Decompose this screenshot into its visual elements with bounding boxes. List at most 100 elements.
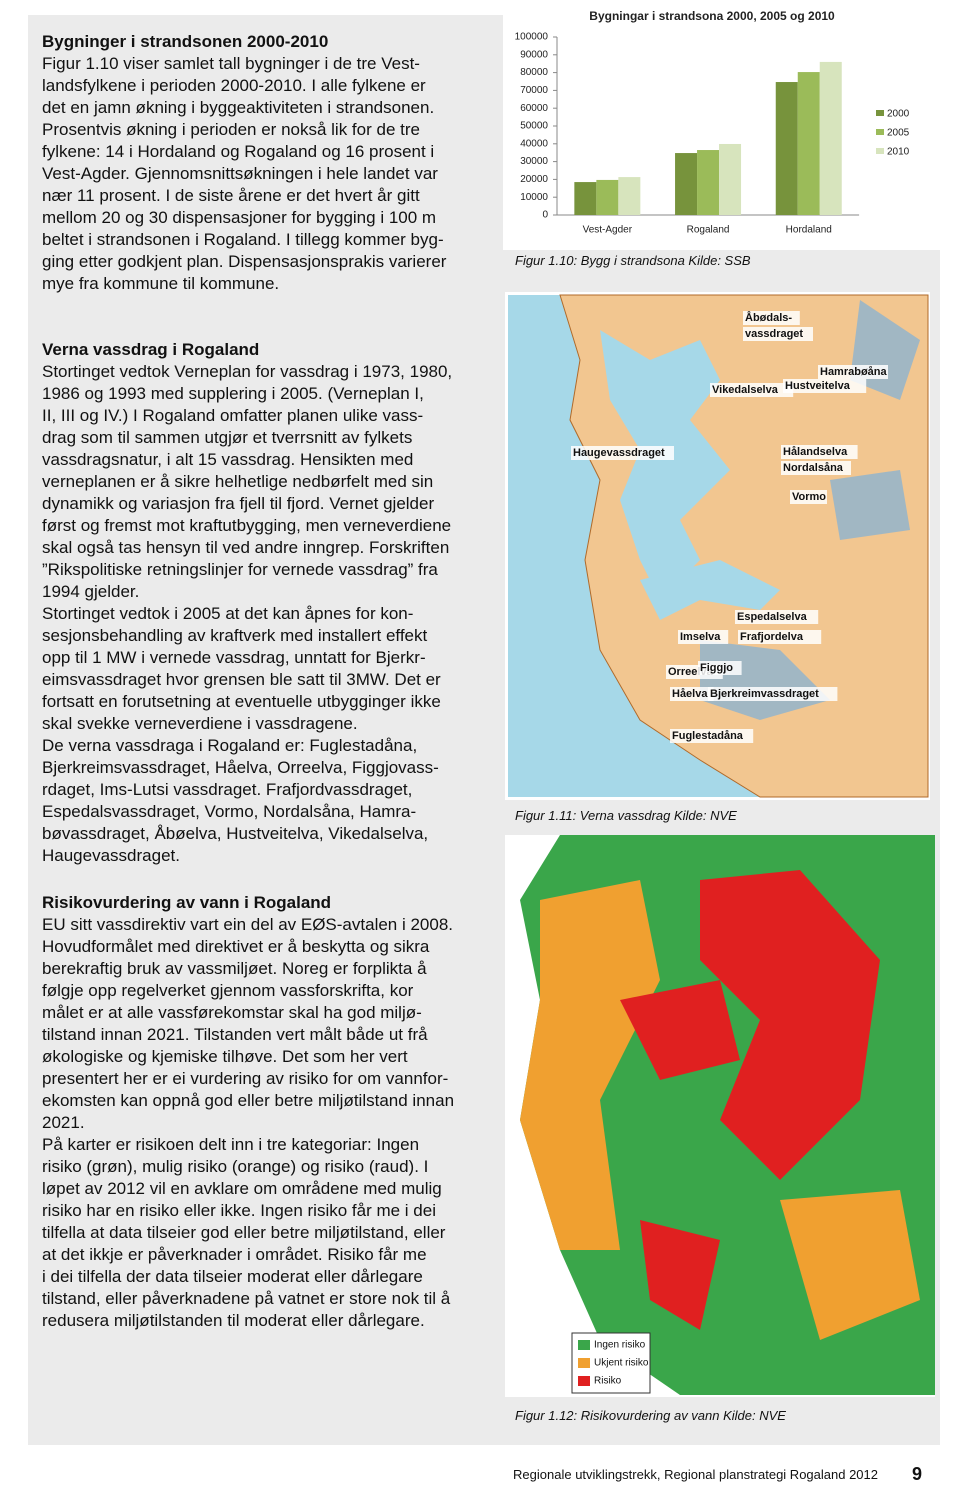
map-label-bg (781, 445, 858, 459)
text-line: risiko har en risiko eller ikke. Ingen r… (42, 1201, 436, 1220)
text-line: rdaget, Ims-Lutsi vassdraget. Frafjordva… (42, 780, 413, 799)
legend-label: 2000 (887, 109, 910, 120)
map-label-bg (735, 610, 819, 624)
text-line: skal også tas hensyn til ved andre inngr… (42, 538, 450, 557)
text-line: berekraftig bruk av vassmiljøet. Noreg e… (42, 959, 427, 978)
text-line: i dei tilfella der data tilseier moderat… (42, 1267, 423, 1286)
map-label: Åbødals- (745, 311, 792, 324)
text-line: ging etter godkjent plan. Dispensasjonsp… (42, 252, 447, 271)
text-line: vassdragsnatur, i alt 15 vassdrag. Hensi… (42, 450, 414, 469)
legend-label: 2005 (887, 128, 910, 139)
text-line: Haugevassdraget. (42, 846, 180, 865)
text-line: Figur 1.10 viser samlet tall bygninger i… (42, 54, 420, 73)
map-label-bg (571, 446, 674, 460)
section-heading: Bygninger i strandsonen 2000-2010 (42, 32, 329, 51)
map-label-bg (670, 687, 714, 701)
map-label-bg (710, 383, 794, 397)
text-line: skal svekke verneverdiene i vassdragene. (42, 714, 358, 733)
bar (719, 143, 742, 215)
text-line: først og fremst mot kraftutbygging, men … (42, 516, 452, 535)
text-line: beltet i strandsonen i Rogaland. I tille… (42, 230, 444, 249)
text-line: Espedalsvassdraget, Vormo, Nordalsåna, H… (42, 802, 417, 821)
bar (618, 177, 641, 215)
text-line: fortsatt en forutsetning at eventuelle u… (42, 692, 441, 711)
text-line: Bjerkreimsvassdraget, Håelva, Orreelva, … (42, 758, 439, 777)
text-line: det en jamn økning i byggeaktiviteten i … (42, 98, 435, 117)
footer-text: Regionale utviklingstrekk, Regional plan… (513, 1467, 878, 1482)
bar (574, 182, 597, 215)
text-line: tilstand innan 2021. Tilstanden vert mål… (42, 1025, 428, 1044)
caption: Figur 1.11: Verna vassdrag Kilde: NVE (515, 808, 737, 823)
y-tick-label: 10000 (520, 192, 548, 203)
caption: Figur 1.10: Bygg i strandsona Kilde: SSB (515, 253, 751, 268)
map-label: Hamrabøåna (820, 366, 888, 378)
text-line: Hovudformålet med direktivet er å beskyt… (42, 937, 430, 956)
text-line: dynamikk og variasjon fra fjell til fjor… (42, 494, 435, 513)
y-tick-label: 50000 (520, 121, 548, 132)
bar (675, 153, 698, 215)
map-label: vassdraget (745, 328, 803, 340)
y-tick-label: 90000 (520, 49, 548, 60)
section: Risikovurdering av vann i Rogaland EU sit… (42, 892, 502, 1332)
text-line: EU sitt vassdirektiv vart ein del av EØS… (42, 915, 454, 934)
text-line: Prosentvis økning i perioden er nokså li… (42, 120, 420, 139)
text-line: mellom 20 og 30 dispensasjoner for byggi… (42, 208, 437, 227)
map-label: Espedalselva (737, 611, 808, 623)
y-tick-label: 70000 (520, 85, 548, 96)
map-label-bg (670, 729, 754, 743)
text-line: ekomsten kan oppnå god eller betre miljø… (42, 1091, 455, 1110)
map-label-bg (678, 630, 729, 644)
legend-label: 2010 (887, 147, 910, 158)
text-line: II, III og IV.) I Rogaland omfatter plan… (42, 406, 424, 425)
possible-risk (520, 880, 660, 1250)
y-tick-label: 30000 (520, 156, 548, 167)
text-line: De verna vassdraga i Rogaland er: Fugles… (42, 736, 418, 755)
map-label: Haugevassdraget (573, 447, 665, 459)
section-heading: Verna vassdrag i Rogaland (42, 340, 260, 359)
map-label: Nordalsåna (783, 462, 844, 474)
legend-swatch (876, 110, 884, 116)
map-label-bg (738, 630, 822, 644)
map-label-bg (783, 379, 867, 393)
fjord (640, 560, 780, 620)
chart-title: Bygningar i strandsona 2000, 2005 og 201… (589, 9, 835, 23)
section: Bygninger i strandsonen 2000-2010 Figur 1… (42, 31, 502, 295)
bar (697, 150, 720, 215)
bar (797, 72, 820, 215)
x-tick-label: Vest-Agder (583, 225, 633, 236)
text-line: risiko (grøn), mulig risiko (orange) og … (42, 1157, 429, 1176)
text-line: tilstand, eller påverknadene på vatnet e… (42, 1289, 451, 1308)
x-tick-label: Rogaland (687, 225, 730, 236)
section: Verna vassdrag i Rogaland Stortinget vedt… (42, 339, 502, 867)
text-line: 2021. (42, 1113, 85, 1132)
text-line: at det ikkje er påverknader i området. R… (42, 1245, 427, 1264)
x-tick-label: Hordaland (786, 225, 832, 236)
text-line: Stortinget vedtok i 2005 at det kan åpne… (42, 604, 414, 623)
y-tick-label: 0 (542, 210, 548, 221)
y-tick-label: 100000 (515, 32, 549, 43)
risk (700, 870, 880, 1180)
text-line: fylkene: 14 i Hordaland og Rogaland og 1… (42, 142, 435, 161)
caption: Figur 1.12: Risikovurdering av vann Kild… (515, 1408, 786, 1423)
page-number: 9 (912, 1464, 923, 1484)
text-line: økologiske og kjemiske tilhøve. Det som … (42, 1047, 408, 1066)
text-line: tilfella at data tilseier god eller betr… (42, 1223, 446, 1242)
map-label: Fuglestadåna (672, 730, 744, 742)
legend-swatch (876, 148, 884, 154)
map-label-bg (743, 311, 800, 325)
text-line: eimsvassdraget hvor grensen ble satt til… (42, 670, 441, 689)
text-line: nær 11 prosent. I de siste årene er det … (42, 186, 420, 205)
map-label: Bjerkreimvassdraget (710, 688, 819, 700)
text-line: 1994 gjelder. (42, 582, 140, 601)
map-label-bg (743, 327, 813, 341)
map-label: Imselva (680, 631, 721, 643)
map-label: Vormo (792, 491, 826, 503)
text-line: På karter er risikoen delt inn i tre kat… (42, 1135, 420, 1154)
text-line: Stortinget vedtok Verneplan for vassdrag… (42, 362, 453, 381)
y-tick-label: 60000 (520, 103, 548, 114)
text-line: mye fra kommune til kommune. (42, 274, 280, 293)
map-2 (505, 835, 935, 1397)
y-tick-label: 20000 (520, 174, 548, 185)
